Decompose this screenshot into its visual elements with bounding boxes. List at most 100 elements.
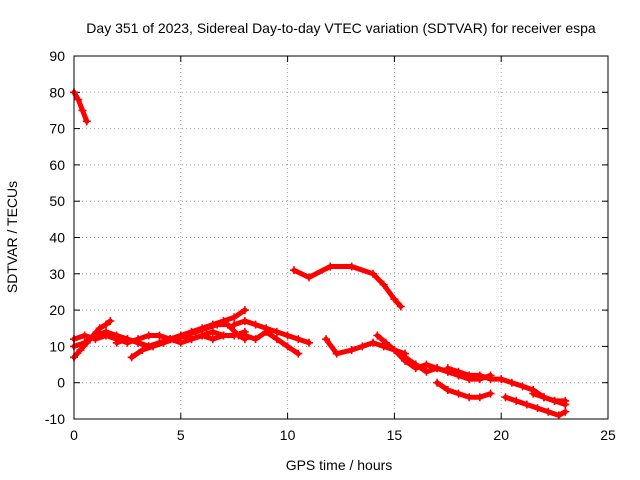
data-point	[262, 327, 271, 336]
data-point	[240, 331, 249, 340]
data-point	[138, 346, 147, 355]
data-point	[149, 342, 158, 351]
data-point	[123, 335, 132, 344]
y-tick-label: 50	[49, 193, 65, 209]
data-point	[501, 393, 510, 402]
data-point	[112, 331, 121, 340]
series-line	[530, 391, 568, 404]
data-point	[74, 95, 83, 104]
y-tick-label: 10	[49, 338, 65, 354]
y-tick-label: 70	[49, 121, 65, 137]
data-point	[443, 385, 452, 394]
data-point	[272, 327, 281, 336]
data-point	[454, 367, 463, 376]
data-point	[486, 375, 495, 384]
y-tick-label: 80	[49, 84, 65, 100]
data-point	[533, 404, 542, 413]
data-point	[159, 338, 168, 347]
data-point	[80, 338, 89, 347]
series-track-h	[240, 327, 303, 358]
data-point	[369, 269, 378, 278]
y-tick-label: 30	[49, 266, 65, 282]
data-point	[379, 280, 388, 289]
data-point	[304, 273, 313, 282]
x-tick-labels: 0 5 10 15 20 25	[70, 427, 616, 443]
data-point	[134, 338, 143, 347]
data-point	[522, 400, 531, 409]
data-point	[181, 331, 190, 340]
x-tick-label: 0	[70, 427, 78, 443]
data-point	[230, 320, 239, 329]
y-tick-label: 60	[49, 157, 65, 173]
data-point	[326, 262, 335, 271]
gridlines	[74, 56, 608, 419]
data-point	[518, 382, 527, 391]
data-point	[95, 324, 104, 333]
data-point	[561, 396, 570, 405]
data-point	[208, 327, 217, 336]
y-tick-label: 40	[49, 230, 65, 246]
data-point	[396, 302, 405, 311]
data-point	[454, 389, 463, 398]
y-tick-label: 0	[57, 375, 65, 391]
data-point	[230, 313, 239, 322]
data-point	[290, 266, 299, 275]
data-point	[422, 367, 431, 376]
data-point	[381, 338, 390, 347]
data-point	[240, 316, 249, 325]
data-point	[304, 338, 313, 347]
data-point	[80, 331, 89, 340]
series-track-p	[529, 389, 570, 405]
data-point	[390, 295, 399, 304]
y-tick-label: 20	[49, 302, 65, 318]
series-track-m	[433, 378, 495, 402]
data-point	[390, 346, 399, 355]
data-point	[176, 338, 185, 347]
data-point	[191, 327, 200, 336]
data-point	[106, 316, 115, 325]
x-tick-label: 20	[493, 427, 509, 443]
x-axis-title: GPS time / hours	[286, 457, 393, 473]
data-point	[213, 320, 222, 329]
series-line	[291, 264, 404, 309]
y-tick-label: 90	[49, 48, 65, 64]
data-point	[512, 396, 521, 405]
data-point	[554, 411, 563, 420]
data-point	[76, 346, 85, 355]
data-point	[127, 353, 136, 362]
x-tick-label: 25	[600, 427, 616, 443]
data-point	[102, 327, 111, 336]
series-track-o	[501, 393, 570, 420]
data-point	[198, 331, 207, 340]
data-point	[550, 396, 559, 405]
data-point	[272, 335, 281, 344]
series-line	[391, 347, 493, 382]
data-point	[529, 389, 538, 398]
data-point	[91, 331, 100, 340]
data-point	[544, 407, 553, 416]
data-point	[155, 331, 164, 340]
data-point	[294, 335, 303, 344]
data-point	[433, 378, 442, 387]
x-tick-label: 5	[177, 427, 185, 443]
data-point	[539, 393, 548, 402]
data-point	[486, 389, 495, 398]
data-point	[475, 393, 484, 402]
data-point	[465, 371, 474, 380]
data-point	[322, 335, 331, 344]
data-point	[283, 342, 292, 351]
data-series	[70, 88, 570, 420]
x-tick-label: 10	[280, 427, 296, 443]
chart-title: Day 351 of 2023, Sidereal Day-to-day VTE…	[86, 20, 596, 36]
data-point	[240, 306, 249, 315]
data-point	[347, 346, 356, 355]
data-point	[358, 342, 367, 351]
data-point	[411, 360, 420, 369]
data-point	[369, 338, 378, 347]
series-track-a	[70, 88, 91, 126]
data-point	[465, 393, 474, 402]
data-point	[170, 335, 179, 344]
data-point	[187, 335, 196, 344]
data-point	[373, 331, 382, 340]
